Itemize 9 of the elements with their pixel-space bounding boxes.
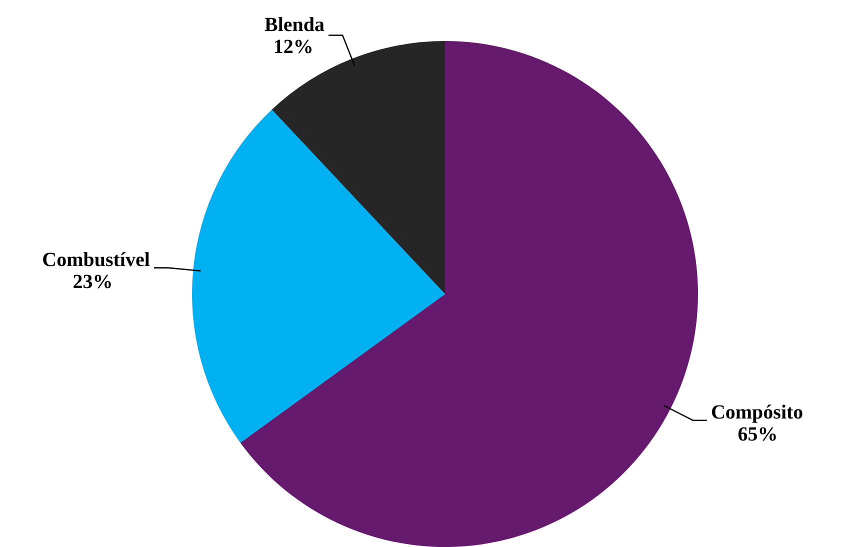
pie-slice bbox=[240, 41, 698, 547]
pie-slice bbox=[192, 110, 445, 443]
pie-slice bbox=[272, 41, 445, 294]
slice-label: Combustível bbox=[42, 248, 150, 271]
data-label: 12% bbox=[273, 36, 314, 58]
slice-label: Blenda bbox=[264, 14, 325, 36]
data-label: 65% bbox=[738, 423, 778, 446]
slice-label: Compósito bbox=[710, 401, 804, 424]
data-label: 23% bbox=[72, 270, 113, 293]
